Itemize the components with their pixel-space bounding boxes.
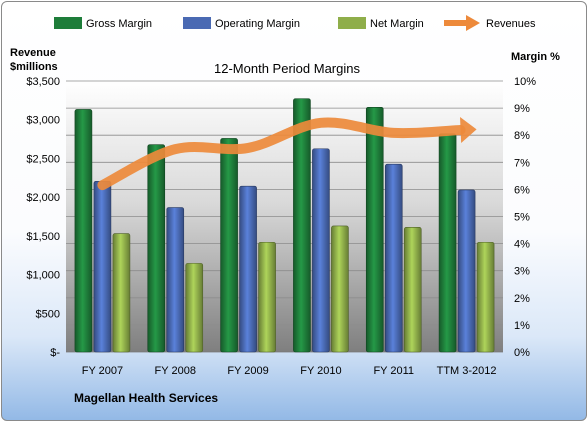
right-tick-label: 3% (514, 266, 530, 278)
category-label: FY 2011 (373, 365, 414, 377)
legend-label-revenues: Revenues (486, 18, 536, 30)
left-tick-label: $2,000 (26, 192, 60, 204)
right-tick-label: 8% (514, 130, 530, 142)
bar-operating-margin (384, 163, 403, 353)
legend-label-operating-margin: Operating Margin (215, 18, 300, 30)
right-tick-label: 5% (514, 212, 530, 224)
right-tick-label: 9% (514, 103, 530, 115)
chart-title: 12-Month Period Margins (214, 61, 360, 76)
legend-swatch-operating-margin (183, 17, 211, 29)
right-tick-label: 7% (514, 157, 530, 169)
bar-operating-margin (457, 189, 476, 353)
left-tick-label: $2,500 (26, 153, 60, 165)
bar-operating-margin (239, 185, 257, 353)
bar-gross-margin (293, 98, 311, 353)
category-label: TTM 3-2012 (437, 365, 497, 377)
left-tick-label: $1,500 (26, 231, 60, 243)
bar-gross-margin (365, 106, 384, 353)
category-label: FY 2008 (155, 365, 196, 377)
legend: Gross Margin Operating Margin Net Margin… (54, 15, 536, 31)
revenues-arrowhead (460, 117, 477, 144)
left-axis-label-line1: Revenue (10, 47, 56, 59)
right-axis-label: Margin % (511, 51, 560, 63)
left-tick-label: $500 (36, 308, 60, 320)
right-tick-label: 2% (514, 293, 530, 305)
category-label: FY 2010 (300, 365, 341, 377)
category-label: FY 2007 (82, 365, 123, 377)
bar-net-margin (258, 241, 276, 353)
legend-label-net-margin: Net Margin (370, 18, 424, 30)
left-tick-label: $3,500 (26, 76, 60, 88)
footer-label: Magellan Health Services (74, 391, 218, 405)
category-label: FY 2009 (227, 365, 268, 377)
left-tick-label: $1,000 (26, 270, 60, 282)
bar-gross-margin (438, 133, 457, 353)
bar-net-margin (476, 241, 495, 353)
legend-swatch-revenues-arrowhead (466, 15, 480, 31)
bar-net-margin (403, 227, 422, 353)
bar-operating-margin (312, 148, 330, 353)
bar-gross-margin (220, 138, 238, 353)
legend-swatch-net-margin (338, 17, 366, 29)
right-tick-label: 4% (514, 239, 530, 251)
bar-operating-margin (166, 207, 185, 353)
bar-gross-margin (147, 144, 166, 353)
bar-operating-margin (93, 180, 112, 353)
legend-label-gross-margin: Gross Margin (86, 18, 152, 30)
bar-gross-margin (74, 109, 93, 353)
left-axis-label-line2: $millions (10, 61, 58, 73)
revenues-line (97, 117, 466, 191)
right-tick-label: 1% (514, 320, 530, 332)
right-tick-label: 10% (514, 76, 536, 88)
bar-net-margin (185, 263, 204, 353)
left-tick-label: $3,000 (26, 115, 60, 127)
legend-swatch-gross-margin (54, 17, 82, 29)
left-tick-label: $- (50, 347, 60, 359)
right-tick-label: 6% (514, 184, 530, 196)
bar-net-margin (331, 225, 349, 353)
right-tick-label: 0% (514, 347, 530, 359)
bar-net-margin (112, 233, 131, 353)
